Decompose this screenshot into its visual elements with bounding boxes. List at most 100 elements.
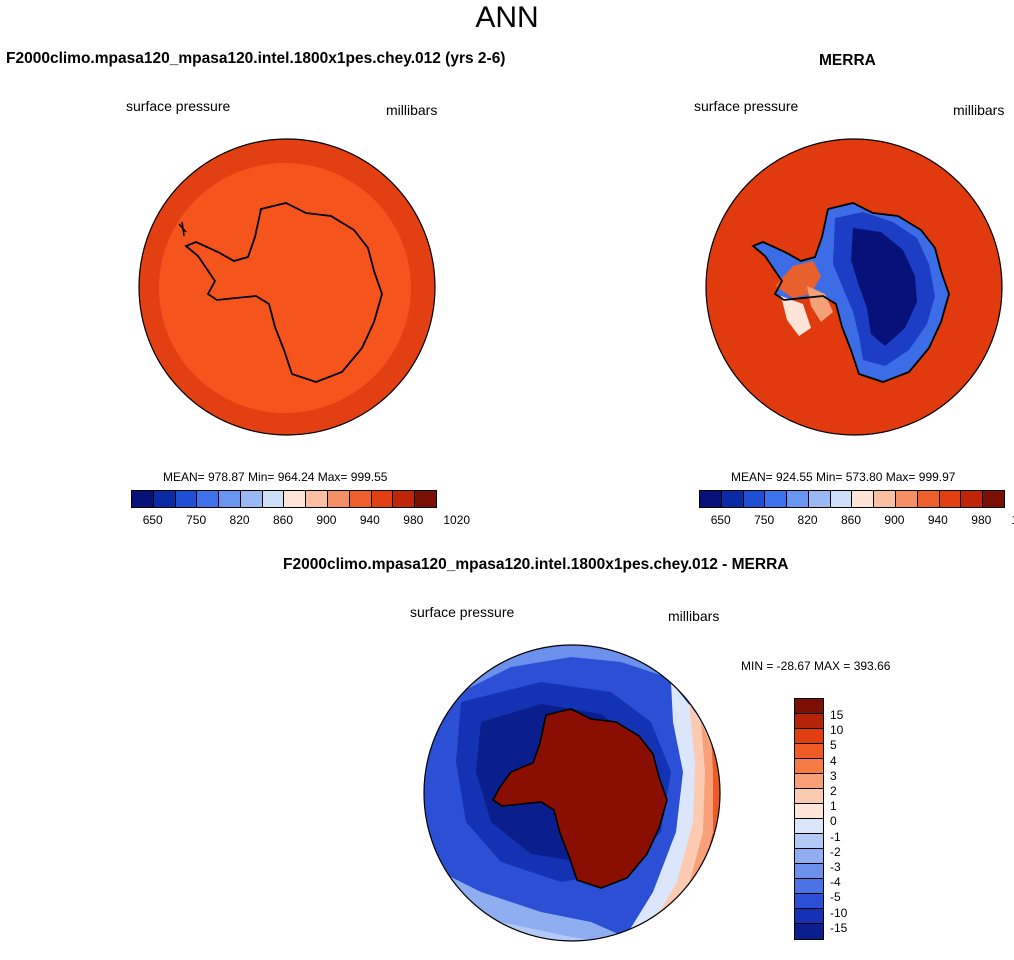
colorbar-swatch: [896, 491, 918, 507]
colorbar-tick-label: 4: [830, 753, 837, 768]
model-variable-label: surface pressure: [126, 98, 231, 114]
colorbar-swatch: [795, 894, 823, 909]
colorbar-swatch: [787, 491, 809, 507]
colorbar-swatch: [917, 491, 940, 507]
colorbar-swatch: [795, 789, 823, 804]
diff-map: [423, 644, 721, 942]
obs-variable-label: surface pressure: [694, 98, 799, 114]
colorbar-tick-label: 10: [830, 723, 844, 738]
obs-colorbar-ticks: 650 750 820 860 900 940 980 1020: [699, 513, 1014, 529]
main-title: ANN: [475, 1, 539, 34]
colorbar-tick-label: 1020: [443, 513, 471, 527]
obs-stats: MEAN= 924.55 Min= 573.80 Max= 999.97: [731, 470, 956, 484]
colorbar-swatch: [721, 491, 744, 507]
colorbar-swatch: [852, 491, 875, 507]
colorbar-tick-label: 1: [830, 799, 837, 814]
colorbar-swatch: [795, 729, 823, 744]
colorbar-swatch: [795, 864, 823, 879]
colorbar-tick-label: 750: [754, 513, 775, 527]
obs-colorbar: [699, 490, 1005, 508]
colorbar-tick-label: 940: [927, 513, 948, 527]
colorbar-swatch: [874, 491, 897, 507]
colorbar-tick-label: -3: [830, 860, 841, 874]
colorbar-swatch: [795, 879, 823, 894]
colorbar-swatch: [939, 491, 962, 507]
colorbar-swatch: [795, 804, 823, 819]
colorbar-tick-label: -2: [830, 844, 841, 859]
colorbar-tick-label: 0: [830, 814, 837, 829]
colorbar-swatch: [795, 759, 823, 774]
colorbar-tick-label: 650: [710, 513, 731, 527]
colorbar-tick-label: 860: [840, 513, 862, 527]
colorbar-tick-label: 15: [830, 708, 844, 722]
colorbar-tick-label: 900: [316, 513, 337, 527]
colorbar-swatch: [371, 491, 394, 507]
colorbar-swatch: [240, 491, 263, 507]
colorbar-swatch: [132, 491, 154, 507]
colorbar-swatch: [743, 491, 766, 507]
colorbar-swatch: [415, 491, 436, 507]
colorbar-tick-label: -5: [830, 890, 841, 905]
colorbar-swatch: [349, 491, 372, 507]
colorbar-tick-label: -4: [830, 875, 841, 890]
colorbar-swatch: [795, 744, 823, 759]
diff-panel-title: F2000climo.mpasa120_mpasa120.intel.1800x…: [283, 556, 789, 573]
obs-units-label: millibars: [953, 102, 1005, 118]
colorbar-swatch: [328, 491, 350, 507]
model-colorbar-ticks: 650 750 820 860 900 940 980 1020: [131, 513, 470, 529]
colorbar-tick-label: -10: [830, 905, 848, 920]
obs-map: [705, 138, 1003, 436]
colorbar-swatch: [795, 909, 823, 924]
colorbar-tick-label: 860: [272, 513, 294, 527]
colorbar-tick-label: -15: [830, 920, 848, 935]
colorbar-tick-label: 750: [186, 513, 207, 527]
colorbar-tick-label: 2: [830, 784, 837, 798]
colorbar-swatch: [961, 491, 984, 507]
obs-panel-title: MERRA: [819, 52, 876, 69]
model-units-label: millibars: [386, 102, 438, 118]
colorbar-swatch: [393, 491, 416, 507]
colorbar-swatch: [808, 491, 831, 507]
colorbar-swatch: [795, 849, 823, 864]
colorbar-swatch: [262, 491, 285, 507]
colorbar-swatch: [765, 491, 788, 507]
colorbar-tick-label: 980: [971, 513, 992, 527]
colorbar-swatch: [153, 491, 176, 507]
colorbar-swatch: [795, 699, 823, 714]
colorbar-swatch: [795, 774, 823, 789]
colorbar-tick-label: 1020: [1011, 513, 1014, 527]
model-peninsula-islands: [178, 221, 187, 237]
diff-antarctica-field: [491, 708, 668, 889]
colorbar-swatch: [795, 924, 823, 939]
colorbar-swatch: [700, 491, 722, 507]
colorbar-swatch: [197, 491, 220, 507]
colorbar-swatch: [795, 714, 823, 729]
colorbar-swatch: [175, 491, 198, 507]
colorbar-tick-label: 820: [797, 513, 818, 527]
colorbar-swatch: [306, 491, 329, 507]
diff-stats: MIN = -28.67 MAX = 393.66: [741, 659, 891, 673]
diff-units-label: millibars: [668, 608, 720, 624]
model-map: [138, 138, 436, 436]
colorbar-swatch: [830, 491, 853, 507]
diff-variable-label: surface pressure: [410, 604, 515, 620]
diff-colorbar-labels: 15 10 5 4 3 2 1 0 -1 -2 -3 -4 -5 -10 -15: [830, 700, 870, 945]
colorbar-swatch: [983, 491, 1004, 507]
colorbar-swatch: [795, 819, 823, 834]
colorbar-tick-label: 3: [830, 768, 837, 783]
colorbar-tick-label: 650: [142, 513, 163, 527]
model-stats: MEAN= 978.87 Min= 964.24 Max= 999.55: [163, 470, 388, 484]
colorbar-tick-label: 900: [884, 513, 905, 527]
model-inner-field: [159, 163, 411, 413]
colorbar-tick-label: 940: [359, 513, 380, 527]
colorbar-tick-label: 5: [830, 738, 837, 753]
obs-antarctica-coastline: [751, 202, 950, 383]
model-antarctica-coastline: [184, 202, 383, 383]
diff-colorbar: [794, 698, 824, 940]
colorbar-swatch: [219, 491, 241, 507]
colorbar-tick-label: -1: [830, 829, 841, 844]
colorbar-tick-label: 820: [229, 513, 250, 527]
model-colorbar: [131, 490, 437, 508]
colorbar-tick-label: 980: [403, 513, 424, 527]
colorbar-swatch: [795, 834, 823, 849]
